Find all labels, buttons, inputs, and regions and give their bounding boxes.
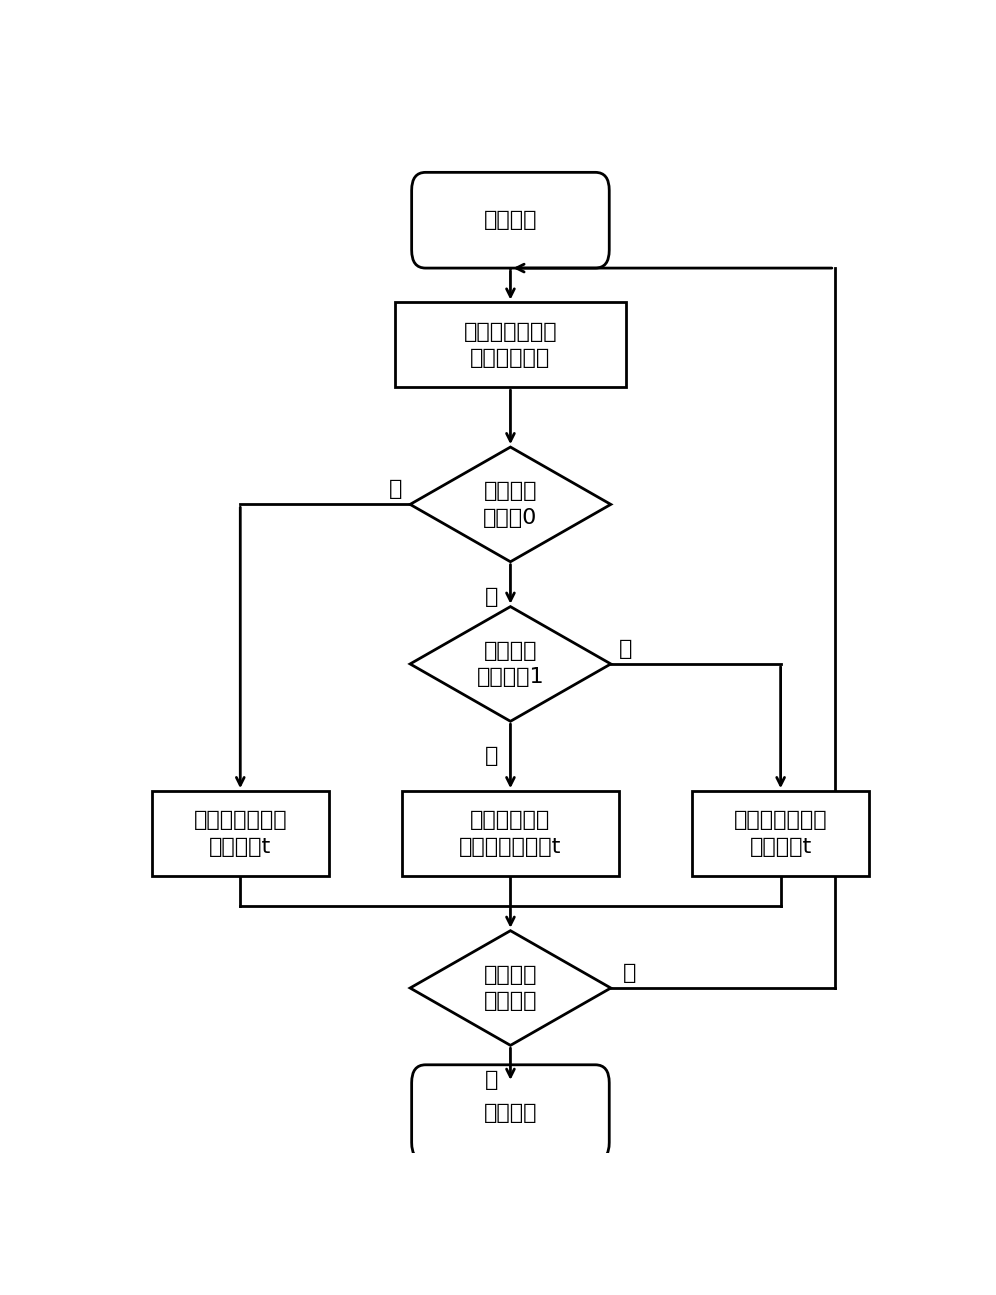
Text: 维持当前高速
电磁阀导通时间t: 维持当前高速 电磁阀导通时间t <box>459 811 562 857</box>
Text: 判断是否
结束工作: 判断是否 结束工作 <box>484 965 537 1011</box>
Text: 否: 否 <box>622 963 635 983</box>
Text: 否: 否 <box>484 587 498 606</box>
Text: 是: 是 <box>389 479 402 500</box>
Text: 增加高速电磁阀
导通时间t: 增加高速电磁阀 导通时间t <box>193 811 287 857</box>
Text: 否: 否 <box>484 746 498 767</box>
Bar <box>692 791 870 875</box>
Polygon shape <box>410 447 611 562</box>
Bar <box>402 791 619 875</box>
Bar <box>151 791 329 875</box>
FancyBboxPatch shape <box>411 1064 610 1160</box>
Text: 是: 是 <box>484 1070 498 1090</box>
Text: 减小高速电磁阀
导通时间t: 减小高速电磁阀 导通时间t <box>734 811 828 857</box>
Polygon shape <box>410 606 611 721</box>
Text: 函数结束: 函数结束 <box>484 1102 537 1123</box>
Text: 得到的所述图像
中微滴的个数: 得到的所述图像 中微滴的个数 <box>463 321 558 368</box>
Text: 是: 是 <box>619 638 631 659</box>
Polygon shape <box>410 931 611 1045</box>
Bar <box>394 303 626 387</box>
Text: 微滴个数
是否大于1: 微滴个数 是否大于1 <box>477 641 544 688</box>
Text: 函数开始: 函数开始 <box>484 210 537 231</box>
Text: 微滴个数
是否为0: 微滴个数 是否为0 <box>483 482 538 527</box>
FancyBboxPatch shape <box>411 172 610 268</box>
